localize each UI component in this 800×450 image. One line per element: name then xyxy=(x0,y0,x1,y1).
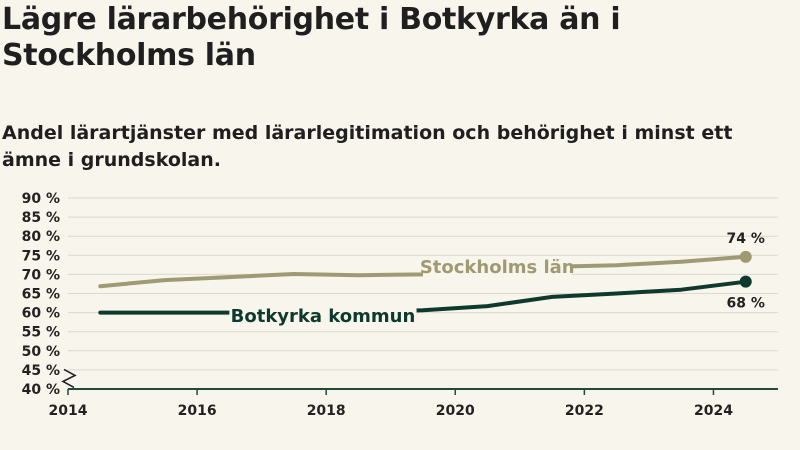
series-label-1: Botkyrka kommun xyxy=(231,306,416,327)
x-tick-label: 2014 xyxy=(49,403,88,419)
y-tick-label: 75 % xyxy=(22,248,60,264)
y-tick-label: 50 % xyxy=(22,344,60,360)
x-tick-label: 2024 xyxy=(694,403,733,419)
y-tick-label: 80 % xyxy=(22,229,60,245)
y-tick-label: 60 % xyxy=(22,306,60,322)
x-tick-label: 2022 xyxy=(565,403,604,419)
series-label-bg xyxy=(229,296,417,323)
series-labels: Stockholms län 74 % Botkyrka kommun 68 % xyxy=(229,231,765,327)
y-tick-label: 85 % xyxy=(22,210,60,226)
page-title: Lägre lärarbehörighet i Botkyrka än i St… xyxy=(2,2,621,73)
y-tick-label: 55 % xyxy=(22,325,60,341)
x-tick-label: 2018 xyxy=(307,403,346,419)
end-value-label-0: 74 % xyxy=(727,231,765,247)
series-label-0: Stockholms län xyxy=(420,257,575,278)
series-label-bg xyxy=(423,259,572,286)
chart-subtitle: Andel lärartjänster med lärarlegitimatio… xyxy=(2,122,733,171)
x-axis: 2014 2016 2018 2020 2022 2024 xyxy=(49,388,778,419)
series-end-marker-1 xyxy=(739,275,752,288)
x-tick-label: 2016 xyxy=(178,403,217,419)
series-end-marker-0 xyxy=(739,250,752,263)
y-axis: 40 % 45 % 50 % 55 % 60 % 65 % 70 % 75 % 80 % 85 %… xyxy=(22,191,77,398)
end-value-label-1: 68 % xyxy=(727,296,765,312)
y-tick-label: 90 % xyxy=(22,191,60,207)
y-tick-label: 45 % xyxy=(22,363,60,379)
y-tick-label: 65 % xyxy=(22,287,60,303)
y-tick-label: 40 % xyxy=(22,382,60,398)
series-line-1 xyxy=(98,279,748,315)
axis-break-icon xyxy=(61,368,77,389)
y-tick-label: 70 % xyxy=(22,267,60,283)
x-tick-label: 2020 xyxy=(436,403,475,419)
